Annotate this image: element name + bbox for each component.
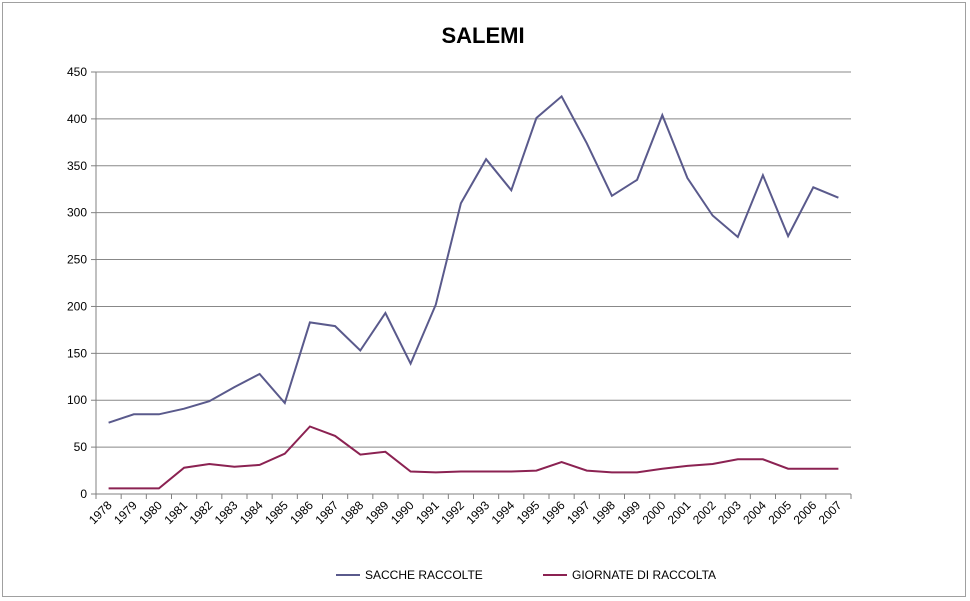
axes bbox=[91, 71, 852, 499]
x-tick-label: 2006 bbox=[791, 498, 820, 527]
x-tick-label: 1996 bbox=[539, 498, 568, 527]
x-tick-label: 1980 bbox=[136, 498, 165, 527]
x-tick-label: 1983 bbox=[212, 498, 241, 527]
x-tick-label: 2001 bbox=[665, 498, 694, 527]
y-tick-label: 200 bbox=[67, 299, 87, 313]
x-tick-label: 2000 bbox=[640, 498, 669, 527]
series-lines bbox=[108, 94, 839, 490]
y-tick-label: 300 bbox=[67, 206, 87, 220]
x-tick-label: 1989 bbox=[363, 498, 392, 527]
x-tick-label: 1991 bbox=[413, 498, 442, 527]
x-tick-label: 1999 bbox=[614, 498, 643, 527]
y-tick-label: 250 bbox=[67, 253, 87, 267]
y-tick-label: 400 bbox=[67, 112, 87, 126]
y-tick-label: 450 bbox=[67, 65, 87, 79]
x-tick-label: 1994 bbox=[489, 498, 518, 527]
x-tick-label: 1997 bbox=[564, 498, 593, 527]
x-tick-label: 1993 bbox=[463, 498, 492, 527]
series-line-1 bbox=[108, 94, 839, 424]
x-tick-label: 1981 bbox=[161, 498, 190, 527]
gridlines bbox=[96, 71, 851, 448]
x-tick-label: 1995 bbox=[514, 498, 543, 527]
x-tick-labels: 1978197919801981198219831984198519861987… bbox=[86, 498, 845, 527]
x-tick-label: 1998 bbox=[589, 498, 618, 527]
x-tick-label: 1978 bbox=[86, 498, 115, 527]
x-tick-label: 1990 bbox=[388, 498, 417, 527]
x-tick-label: 2003 bbox=[715, 498, 744, 527]
x-tick-label: 1982 bbox=[187, 498, 216, 527]
x-tick-label: 2002 bbox=[690, 498, 719, 527]
x-tick-label: 1986 bbox=[287, 498, 316, 527]
chart-title: SALEMI bbox=[441, 23, 524, 48]
x-tick-label: 1988 bbox=[338, 498, 367, 527]
x-tick-label: 2004 bbox=[740, 498, 769, 527]
x-tick-label: 1987 bbox=[312, 498, 341, 527]
legend-label: SACCHE RACCOLTE bbox=[365, 568, 483, 582]
y-tick-label: 150 bbox=[67, 346, 87, 360]
legend-label: GIORNATE DI RACCOLTA bbox=[572, 568, 716, 582]
x-tick-label: 1984 bbox=[237, 498, 266, 527]
x-tick-label: 2007 bbox=[816, 498, 845, 527]
y-tick-label: 100 bbox=[67, 393, 87, 407]
y-tick-labels: 0 50 100 150 200 250 300 350 400 450 bbox=[67, 65, 87, 501]
y-tick-label: 50 bbox=[74, 440, 88, 454]
x-tick-label: 1985 bbox=[262, 498, 291, 527]
series-line-2 bbox=[108, 425, 839, 490]
y-tick-label: 350 bbox=[67, 159, 87, 173]
x-tick-label: 1979 bbox=[111, 498, 140, 527]
y-tick-label: 0 bbox=[80, 487, 87, 501]
legend: SACCHE RACCOLTE GIORNATE DI RACCOLTA bbox=[336, 568, 716, 582]
x-tick-label: 2005 bbox=[765, 498, 794, 527]
x-tick-label: 1992 bbox=[438, 498, 467, 527]
